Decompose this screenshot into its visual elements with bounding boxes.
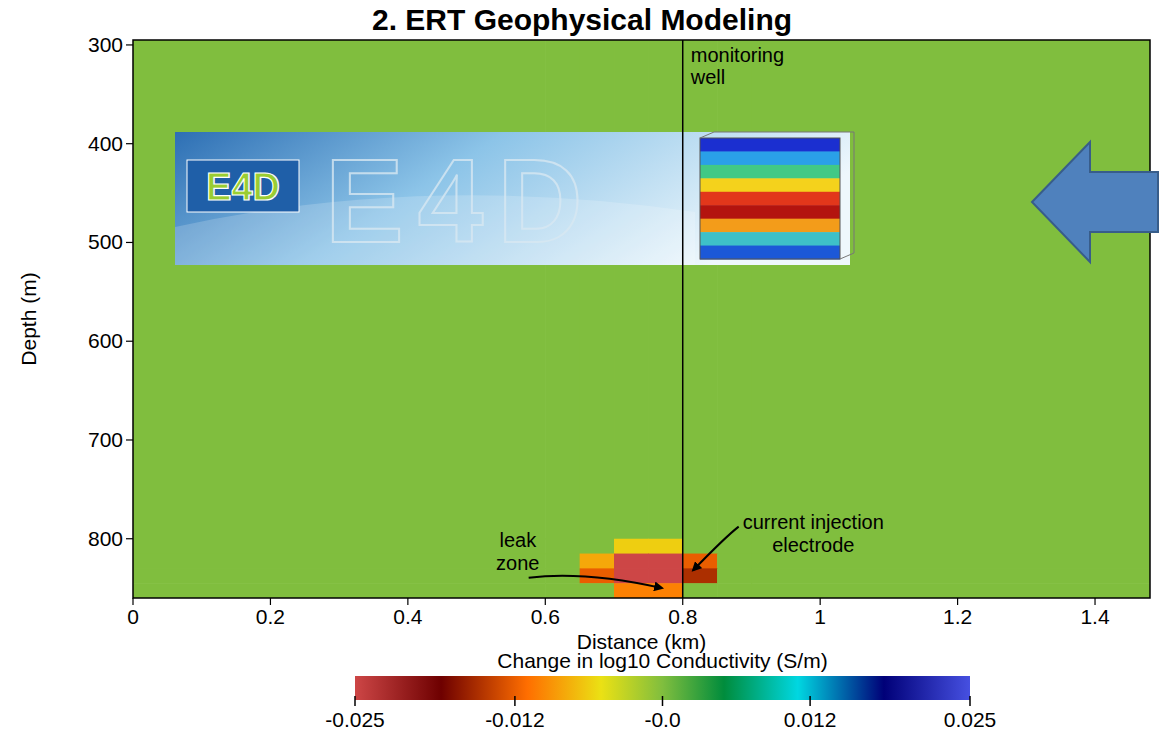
- heat-cell: [683, 583, 718, 598]
- heat-cell: [545, 583, 580, 598]
- heat-cell: [683, 568, 718, 583]
- heat-cell: [717, 568, 752, 583]
- x-tick: [545, 598, 546, 605]
- x-tick: [820, 598, 821, 605]
- annotation-arrow: [529, 576, 662, 588]
- heat-cell: [133, 583, 546, 598]
- heat-cell: [133, 568, 546, 583]
- colorbar-tick-label: -0.012: [485, 708, 545, 731]
- heatmap-cells: [133, 40, 1150, 598]
- heat-cell: [648, 554, 683, 569]
- heat-cell: [751, 583, 1150, 598]
- x-tick: [132, 598, 133, 605]
- heat-cell: [751, 568, 1150, 583]
- y-tick-label: 300: [88, 33, 123, 56]
- colorbar-title: Change in log10 Conductivity (S/m): [497, 649, 827, 672]
- x-tick: [682, 598, 683, 605]
- annotation-label: current injectionelectrode: [743, 511, 884, 556]
- x-tick-label: 0.6: [531, 605, 560, 628]
- y-tick: [126, 341, 133, 342]
- page: 2. ERT Geophysical Modeling 0 0.2 0.4 0.6 0.8…: [0, 0, 1164, 745]
- heat-cell: [648, 539, 683, 554]
- colorbar-tick: [969, 696, 971, 706]
- y-tick: [126, 439, 133, 440]
- logo-watermark: E4D: [325, 135, 597, 267]
- heat-cell: [683, 554, 718, 569]
- annotation-label: leakzone: [496, 529, 539, 574]
- colorbar-tick: [662, 696, 664, 706]
- heat-cell: [133, 539, 546, 554]
- heat-cell: [614, 583, 649, 598]
- x-tick-label: 0.8: [668, 605, 697, 628]
- y-tick-label: 400: [88, 132, 123, 155]
- logo-banner: E4D E4D: [175, 132, 854, 267]
- heat-cell: [545, 40, 580, 539]
- x-tick-label: 1: [814, 605, 826, 628]
- heat-cell: [614, 40, 649, 539]
- heat-cell: [751, 40, 1150, 539]
- colorbar-tick: [514, 696, 516, 706]
- heat-cell: [580, 40, 615, 539]
- heat-cell: [545, 539, 580, 554]
- x-tick: [407, 598, 408, 605]
- x-tick: [270, 598, 271, 605]
- heat-cell: [545, 554, 580, 569]
- x-tick: [1094, 598, 1095, 605]
- heat-cell: [648, 40, 683, 539]
- y-tick-label: 500: [88, 230, 123, 253]
- y-tick: [126, 538, 133, 539]
- heat-cell: [717, 554, 752, 569]
- colorbar-tick-label: -0.025: [325, 708, 385, 731]
- plot-frame: [133, 40, 1150, 598]
- x-tick-label: 1.4: [1080, 605, 1110, 628]
- annotation-arrow: [693, 527, 739, 571]
- pointer-arrow: [1032, 142, 1158, 262]
- colorbar-tick: [809, 696, 811, 706]
- y-tick: [126, 242, 133, 243]
- heat-cell: [133, 40, 546, 539]
- well-label: monitoringwell: [690, 44, 784, 88]
- heat-cell: [717, 40, 752, 539]
- heat-cell: [580, 539, 615, 554]
- y-tick: [126, 143, 133, 144]
- y-tick-label: 600: [88, 329, 123, 352]
- heat-cell: [717, 583, 752, 598]
- heat-cell: [614, 539, 649, 554]
- heat-cell: [133, 554, 546, 569]
- y-tick-label: 800: [88, 527, 123, 550]
- x-tick-label: 0.2: [256, 605, 285, 628]
- y-tick: [126, 44, 133, 45]
- logo-text: E4D: [206, 166, 280, 208]
- x-tick-label: 0.4: [393, 605, 423, 628]
- title: 2. ERT Geophysical Modeling: [372, 3, 792, 36]
- x-tick: [957, 598, 958, 605]
- colorbar-tick-label: -0.0: [644, 708, 680, 731]
- well-line: [682, 40, 684, 598]
- colorbar-tick-label: 0.025: [944, 708, 997, 731]
- x-tick-label: 0: [127, 605, 139, 628]
- colorbar-tick: [354, 696, 356, 706]
- heat-cell: [580, 554, 615, 569]
- x-tick-label: 1.2: [943, 605, 972, 628]
- y-tick-label: 700: [88, 428, 123, 451]
- heat-cell: [683, 40, 718, 539]
- heat-cell: [614, 554, 649, 569]
- heat-cell: [580, 583, 615, 598]
- heat-cell: [648, 568, 683, 583]
- colorbar-tick-label: 0.012: [784, 708, 837, 731]
- y-axis-title: Depth (m): [17, 272, 40, 365]
